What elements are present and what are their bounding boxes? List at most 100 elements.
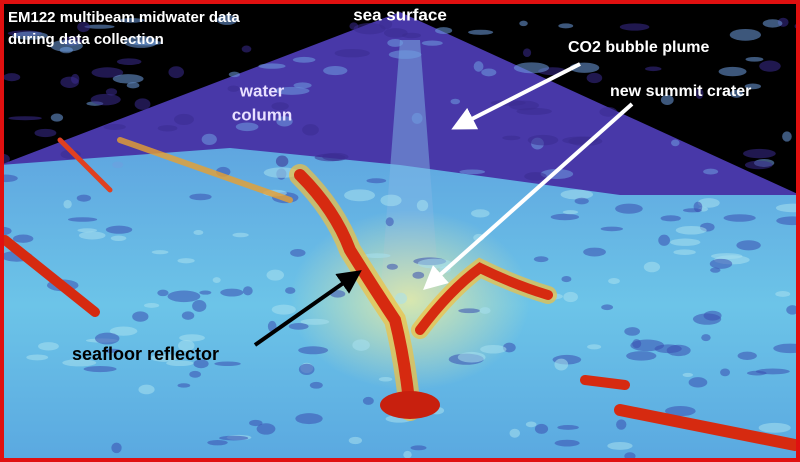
speckle <box>50 113 64 122</box>
speckle <box>102 348 121 353</box>
speckle <box>112 161 124 169</box>
speckle <box>386 263 398 270</box>
speckle <box>168 66 185 79</box>
speckle <box>207 439 228 446</box>
speckle <box>682 372 694 378</box>
speckle <box>524 172 547 181</box>
speckle <box>720 368 731 377</box>
speckle <box>775 203 800 213</box>
speckle <box>322 152 349 161</box>
speckle <box>118 18 145 23</box>
speckle <box>323 66 348 76</box>
speckle <box>673 249 696 256</box>
speckle <box>782 131 792 142</box>
speckle <box>527 134 559 146</box>
speckle <box>583 247 606 257</box>
speckle <box>626 351 657 361</box>
speckle <box>0 174 18 183</box>
speckle <box>558 23 574 29</box>
speckle <box>560 189 594 200</box>
speckle <box>258 63 286 69</box>
speckle <box>550 213 580 221</box>
speckle <box>385 217 394 227</box>
speckle <box>665 406 696 417</box>
speckle <box>525 421 537 428</box>
speckle <box>50 39 83 52</box>
speckle <box>84 24 115 29</box>
speckle <box>624 327 641 336</box>
speckle <box>660 94 674 105</box>
speckle <box>138 384 155 395</box>
speckle <box>220 288 244 297</box>
speckle <box>177 258 195 264</box>
speckle <box>615 203 643 214</box>
speckle <box>519 20 528 27</box>
speckle <box>275 155 289 167</box>
speckle <box>295 413 323 425</box>
speckle <box>619 23 650 31</box>
speckle <box>219 435 249 441</box>
speckle <box>352 339 370 351</box>
streak <box>117 137 293 203</box>
speckle <box>216 15 238 25</box>
speckle <box>775 290 791 297</box>
label: column <box>232 105 292 124</box>
speckle <box>143 303 160 308</box>
speckle <box>383 28 408 38</box>
speckle <box>563 291 578 303</box>
speckle <box>743 148 776 159</box>
speckle <box>534 423 549 434</box>
speckle <box>349 22 359 30</box>
speckle <box>249 419 263 427</box>
speckle <box>388 50 422 59</box>
speckle <box>660 215 681 222</box>
speckle <box>421 40 443 46</box>
speckle <box>292 56 316 63</box>
speckle <box>587 344 602 350</box>
speckle <box>574 197 589 205</box>
speckle <box>703 168 719 175</box>
streak <box>415 262 553 335</box>
speckle <box>157 125 178 132</box>
speckle <box>177 339 195 352</box>
speckle <box>227 85 240 92</box>
speckle <box>671 139 680 147</box>
speckle <box>3 73 21 82</box>
speckle <box>554 358 569 371</box>
speckle <box>786 305 799 315</box>
speckle <box>643 261 661 273</box>
speckle <box>362 396 374 405</box>
label: new summit crater <box>610 83 751 100</box>
speckle <box>271 304 296 315</box>
speckle <box>94 332 120 345</box>
streak <box>294 169 416 416</box>
speckle <box>212 277 221 283</box>
speckle <box>435 27 453 35</box>
caption-line: EM122 multibeam midwater data <box>8 9 240 26</box>
speckle <box>199 290 212 295</box>
speckle <box>167 290 201 303</box>
speckle <box>344 189 376 202</box>
speckle <box>729 28 762 41</box>
speckle <box>632 339 642 349</box>
speckle <box>126 82 140 89</box>
speckle <box>293 82 312 89</box>
speckle <box>710 267 721 273</box>
speckle <box>105 225 133 234</box>
speckle <box>645 66 662 72</box>
speckle <box>736 240 761 251</box>
speckle <box>458 308 481 314</box>
speckle <box>103 123 126 130</box>
speckle <box>266 269 285 281</box>
speckle <box>70 73 80 84</box>
speckle <box>134 98 151 110</box>
speckle <box>607 442 633 450</box>
speckle <box>189 370 201 378</box>
speckle <box>744 160 773 170</box>
streak <box>380 391 440 419</box>
speckle <box>759 60 781 72</box>
speckle <box>450 98 461 105</box>
speckle <box>151 250 169 255</box>
speckle <box>479 307 491 314</box>
speckle <box>755 368 790 375</box>
